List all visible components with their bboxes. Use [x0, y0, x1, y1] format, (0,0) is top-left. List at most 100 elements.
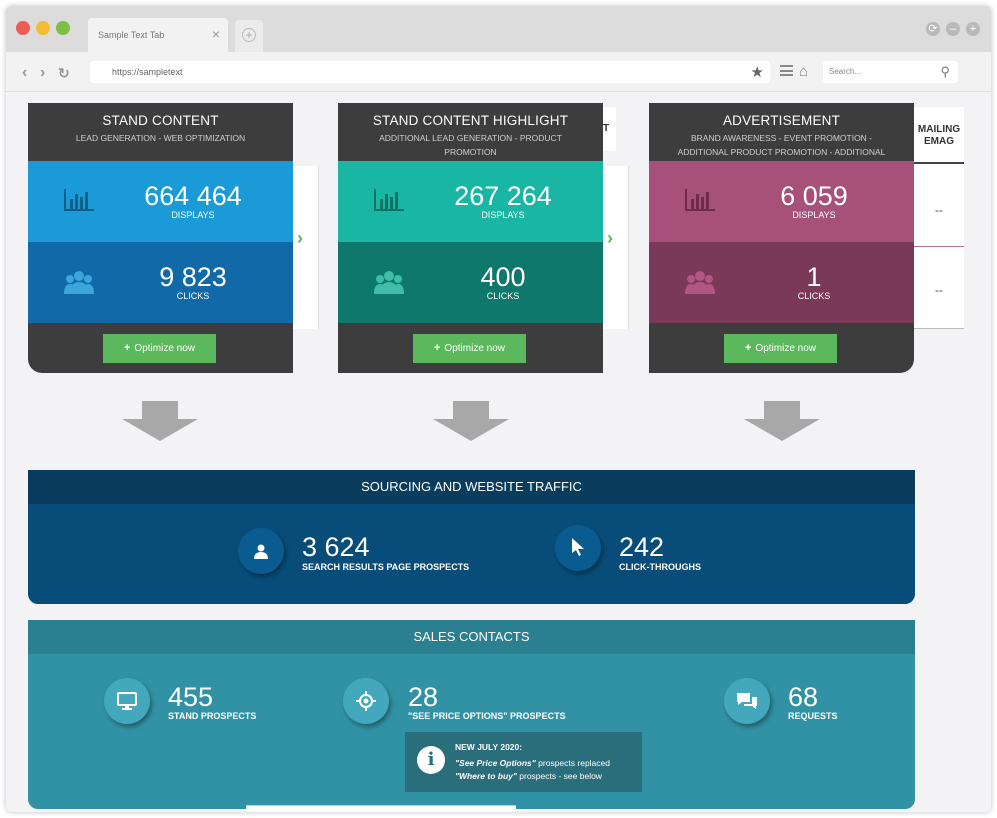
- home-icon[interactable]: ⌂: [799, 63, 809, 80]
- url-text: https://sampletext: [112, 67, 183, 77]
- tab-title: Sample Text Tab: [98, 30, 165, 40]
- stand-content-highlight-card: STAND CONTENT HIGHLIGHT ADDITIONAL LEAD …: [338, 103, 603, 373]
- clicks-row: 1 CLICKS: [649, 242, 914, 323]
- forward-icon[interactable]: ›: [40, 64, 46, 81]
- search-prospects-value: 3 624: [302, 532, 370, 562]
- down-arrow-icon: [744, 401, 820, 441]
- close-window-button[interactable]: [16, 21, 30, 35]
- requests-label: REQUESTS: [788, 711, 838, 721]
- stand-prospects-label: STAND PROSPECTS: [168, 711, 257, 721]
- stand-content-card: STAND CONTENT LEAD GENERATION - WEB OPTI…: [28, 103, 293, 373]
- down-arrow-icon: [433, 401, 509, 441]
- chat-icon: [724, 678, 770, 724]
- card-footer: + Optimize now: [338, 323, 603, 373]
- minimize-window-button[interactable]: [36, 21, 50, 35]
- users-icon: [685, 270, 715, 300]
- menu-icon[interactable]: [780, 65, 793, 76]
- minimize-icon[interactable]: –: [946, 22, 960, 36]
- reload-icon[interactable]: ↻: [58, 65, 70, 81]
- panel-title: SALES CONTACTS: [28, 620, 915, 654]
- down-arrow-icon: [122, 401, 198, 441]
- bar-chart-icon: [685, 189, 715, 217]
- browser-tab[interactable]: Sample Text Tab ×: [88, 18, 228, 52]
- divider: [914, 328, 964, 329]
- notice-heading: NEW JULY 2020:: [455, 742, 523, 752]
- expand-icon[interactable]: +: [966, 22, 980, 36]
- update-notice: i NEW JULY 2020: "See Price Options" pro…: [405, 732, 642, 792]
- plus-icon: +: [433, 342, 441, 354]
- price-options-label: "SEE PRICE OPTIONS" PROSPECTS: [408, 711, 566, 721]
- users-icon: [374, 270, 404, 300]
- clicks-value: 1: [806, 262, 822, 292]
- notice-line-1: "See Price Options" prospects replaced: [455, 758, 610, 768]
- new-tab-button[interactable]: +: [235, 20, 263, 52]
- card-footer: + Optimize now: [649, 323, 914, 373]
- clicks-value: 9 823: [159, 262, 227, 292]
- mailing-clicks-value: --: [935, 283, 943, 297]
- tab-bar: Sample Text Tab × + ⟳ – +: [6, 6, 991, 52]
- tab-close-icon[interactable]: ×: [211, 26, 220, 42]
- card-subtitle: LEAD GENERATION - WEB OPTIMIZATION: [75, 133, 246, 143]
- card-subtitle: ADDITIONAL LEAD GENERATION - PRODUCT PRO…: [379, 133, 562, 157]
- click-throughs-label: CLICK-THROUGHS: [619, 562, 701, 572]
- displays-label: DISPLAYS: [792, 210, 836, 220]
- chevron-right-icon[interactable]: ›: [607, 228, 613, 248]
- clicks-label: CLICKS: [797, 291, 831, 301]
- card-title: STAND CONTENT: [102, 113, 219, 128]
- cursor-icon: [555, 525, 601, 571]
- displays-value: 267 264: [454, 181, 552, 211]
- displays-value: 664 464: [144, 181, 242, 211]
- optimize-now-button[interactable]: + Optimize now: [724, 334, 837, 363]
- clicks-row: 9 823 CLICKS: [28, 242, 293, 323]
- clicks-label: CLICKS: [176, 291, 210, 301]
- target-icon: [343, 678, 389, 724]
- search-icon[interactable]: ⚲: [940, 64, 950, 79]
- chevron-right-icon[interactable]: ›: [297, 228, 303, 248]
- requests-value: 68: [788, 682, 819, 712]
- side-panel-2: ›: [603, 166, 629, 329]
- bottom-strip: [246, 805, 516, 812]
- sourcing-traffic-panel: SOURCING AND WEBSITE TRAFFIC 3 624 SEARC…: [28, 470, 915, 604]
- stand-prospects-value: 455: [168, 682, 214, 712]
- divider: [914, 246, 964, 247]
- click-throughs-value: 242: [619, 532, 665, 562]
- mailing-title: MAILING EMAG: [917, 124, 961, 147]
- panel-title: SOURCING AND WEBSITE TRAFFIC: [28, 470, 915, 504]
- advertisement-card: ADVERTISEMENT BRAND AWARENESS - EVENT PR…: [649, 103, 914, 373]
- optimize-now-button[interactable]: + Optimize now: [413, 334, 526, 363]
- bookmark-star-icon[interactable]: ★: [750, 64, 764, 81]
- card-title: ADVERTISEMENT: [722, 113, 841, 128]
- search-input[interactable]: Search... ⚲: [823, 61, 958, 83]
- users-icon: [64, 270, 94, 300]
- back-icon[interactable]: ‹: [22, 64, 28, 81]
- clicks-label: CLICKS: [486, 291, 520, 301]
- notice-line-2: "Where to buy" prospects - see below: [455, 771, 602, 781]
- displays-row: 664 464 DISPLAYS: [28, 161, 293, 242]
- card-header: STAND CONTENT LEAD GENERATION - WEB OPTI…: [28, 103, 293, 161]
- card-footer: + Optimize now: [28, 323, 293, 373]
- browser-window: Sample Text Tab × + ⟳ – + ‹ › ↻ https://…: [6, 6, 991, 812]
- address-toolbar: ‹ › ↻ https://sampletext ★ ⌂ Search... ⚲: [6, 52, 991, 92]
- user-icon: [238, 528, 284, 574]
- displays-label: DISPLAYS: [481, 210, 525, 220]
- sales-contacts-panel: SALES CONTACTS 455 STAND PROSPECTS 28 "S…: [28, 620, 915, 809]
- maximize-window-button[interactable]: [56, 21, 70, 35]
- url-bar[interactable]: https://sampletext ★: [90, 61, 770, 83]
- displays-value: 6 059: [780, 181, 848, 211]
- card-header: ADVERTISEMENT BRAND AWARENESS - EVENT PR…: [649, 103, 914, 171]
- displays-row: 267 264 DISPLAYS: [338, 161, 603, 242]
- refresh-window-icon[interactable]: ⟳: [926, 22, 940, 36]
- clicks-value: 400: [480, 262, 526, 292]
- clicks-row: 400 CLICKS: [338, 242, 603, 323]
- monitor-icon: [104, 678, 150, 724]
- displays-label: DISPLAYS: [171, 210, 215, 220]
- mailing-separator: [914, 162, 964, 164]
- side-panel-1: ›: [293, 166, 319, 329]
- plus-icon: +: [744, 342, 752, 354]
- displays-row: 6 059 DISPLAYS: [649, 161, 914, 242]
- side-panel-2-header: T: [603, 107, 616, 151]
- optimize-now-button[interactable]: + Optimize now: [103, 334, 216, 363]
- mailing-displays-value: --: [935, 203, 943, 217]
- search-placeholder: Search...: [829, 67, 862, 76]
- dashboard-page: › T › MAILING EMAG -- -- STAND CONTENT L…: [6, 93, 991, 812]
